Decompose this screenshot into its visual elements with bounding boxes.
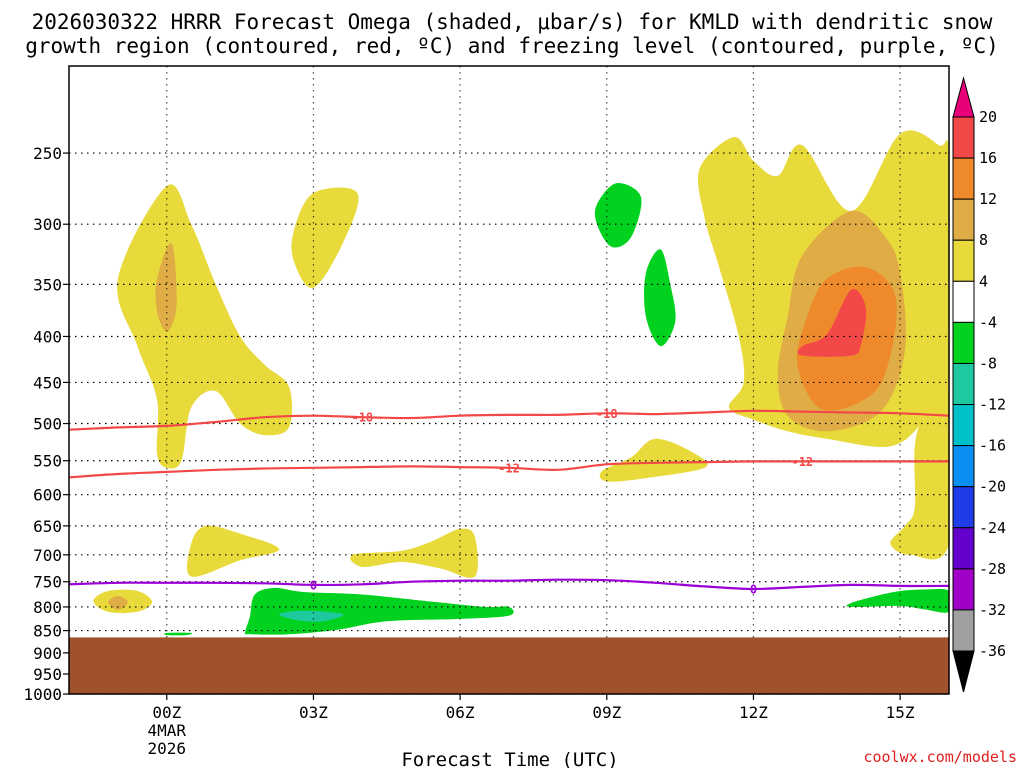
contour-line--12 (69, 460, 949, 479)
colorbar-label-16: 16 (979, 149, 997, 167)
colorbar-label--8: -8 (979, 354, 997, 372)
contour-label--18-0: -18 (351, 411, 373, 425)
omega-region-neg-low-03z-core (279, 610, 344, 622)
colorbar: 20 16 12 8 4 -4 -8 -12 -16 -20 -24 -28 -32 -36 (952, 76, 1006, 693)
contour-label--12-1: -12 (791, 455, 813, 469)
contour-layer: -18 -18 -12 -12 0 0 (69, 407, 949, 694)
x-tick-label-00Z: 00Z (152, 703, 181, 722)
omega-region-neg-low-03z (244, 587, 514, 635)
contour-label-freezing-1: 0 (750, 582, 757, 596)
colorbar-label--20: -20 (979, 478, 1006, 496)
colorbar-swatch-4 (952, 239, 975, 282)
credit-text: coolwx.com/models (863, 748, 1017, 766)
omega-region-pos-upper-left-core (155, 242, 177, 332)
colorbar-label-12: 12 (979, 190, 997, 208)
colorbar-bottom-arrow (952, 650, 975, 693)
contour-label--18-1: -18 (596, 407, 618, 421)
x-tick-label-03Z: 03Z (299, 703, 328, 722)
plot-area (93, 130, 949, 636)
y-tick-label-650: 650 (33, 517, 62, 536)
omega-region-neg-upper-370 (644, 249, 676, 347)
colorbar-swatch--8 (952, 321, 975, 364)
y-tick-label-900: 900 (33, 644, 62, 663)
plot-frame (68, 65, 950, 695)
colorbar-swatch--28 (952, 527, 975, 570)
y-axis: 250 300 350 400 450 500 550 600 650 700 750 800 850 9… (23, 144, 69, 704)
colorbar-swatch--36 (952, 609, 975, 652)
colorbar-label--32: -32 (979, 601, 1006, 619)
colorbar-label--12: -12 (979, 396, 1006, 414)
y-tick-label-1000: 1000 (23, 685, 62, 704)
y-tick-label-400: 400 (33, 327, 62, 346)
x-tick-label-15Z: 15Z (886, 703, 915, 722)
omega-region-pos-upper-left (117, 184, 293, 469)
x-tick-label-12Z: 12Z (739, 703, 768, 722)
y-tick-label-550: 550 (33, 452, 62, 471)
colorbar-label--24: -24 (979, 519, 1006, 537)
omega-region-pos-midlevel-left (187, 525, 280, 577)
colorbar-swatch--12 (952, 362, 975, 406)
omega-region-neg-low-left-sliver (164, 632, 193, 636)
omega-region-pos-03z-top (291, 187, 359, 289)
colorbar-label--28: -28 (979, 560, 1006, 578)
omega-region-pos-right-edge (890, 384, 949, 560)
omega-region-neg-upper-300 (594, 182, 642, 248)
omega-region-pos-mid-center-right (599, 438, 708, 482)
y-tick-label-350: 350 (33, 275, 62, 294)
y-tick-label-750: 750 (33, 573, 62, 592)
colorbar-swatch-16 (952, 116, 975, 159)
y-tick-label-500: 500 (33, 415, 62, 434)
omega-region-pos-upper-right-16 (797, 289, 867, 357)
contour-line--18 (69, 409, 949, 431)
y-tick-label-950: 950 (33, 665, 62, 684)
colorbar-swatch--20 (952, 445, 975, 488)
y-tick-label-450: 450 (33, 373, 62, 392)
y-tick-label-250: 250 (33, 144, 62, 163)
colorbar-label-8: 8 (979, 231, 988, 249)
ground-surface (69, 637, 949, 694)
contour-label-freezing-0: 0 (310, 578, 317, 592)
x-tick-label-06Z: 06Z (446, 703, 475, 722)
colorbar-swatch--32 (952, 568, 975, 611)
colorbar-swatch-12 (952, 157, 975, 200)
y-tick-label-800: 800 (33, 598, 62, 617)
colorbar-label-4: 4 (979, 272, 988, 290)
x-tick-sublabel-date: 4MAR (148, 721, 187, 740)
omega-region-pos-lowlevel-left-core (108, 596, 128, 610)
y-tick-label-850: 850 (33, 622, 62, 641)
omega-region-pos-midlevel-center (350, 528, 478, 578)
y-tick-label-600: 600 (33, 486, 62, 505)
colorbar-label--36: -36 (979, 642, 1006, 660)
colorbar-swatch--4 (952, 280, 975, 323)
chart-title-line-1: 2026030322 HRRR Forecast Omega (shaded, … (32, 10, 993, 34)
colorbar-swatch--24 (952, 486, 975, 529)
omega-region-neg-low-right (846, 588, 949, 613)
x-tick-label-09Z: 09Z (592, 703, 621, 722)
chart-title-line-2: growth region (contoured, red, ºC) and f… (25, 34, 999, 58)
colorbar-swatch--16 (952, 404, 975, 447)
colorbar-label--16: -16 (979, 437, 1006, 455)
colorbar-label-20: 20 (979, 108, 997, 126)
contour-line-freezing (69, 578, 949, 591)
contour-label--12-0: -12 (498, 461, 520, 475)
colorbar-top-arrow (952, 76, 975, 118)
colorbar-label--4: -4 (979, 313, 997, 331)
y-tick-label-700: 700 (33, 546, 62, 565)
x-tick-sublabel-year: 2026 (148, 739, 187, 758)
x-axis-label: Forecast Time (UTC) (401, 749, 618, 768)
colorbar-swatch-8 (952, 198, 975, 241)
y-tick-label-300: 300 (33, 215, 62, 234)
